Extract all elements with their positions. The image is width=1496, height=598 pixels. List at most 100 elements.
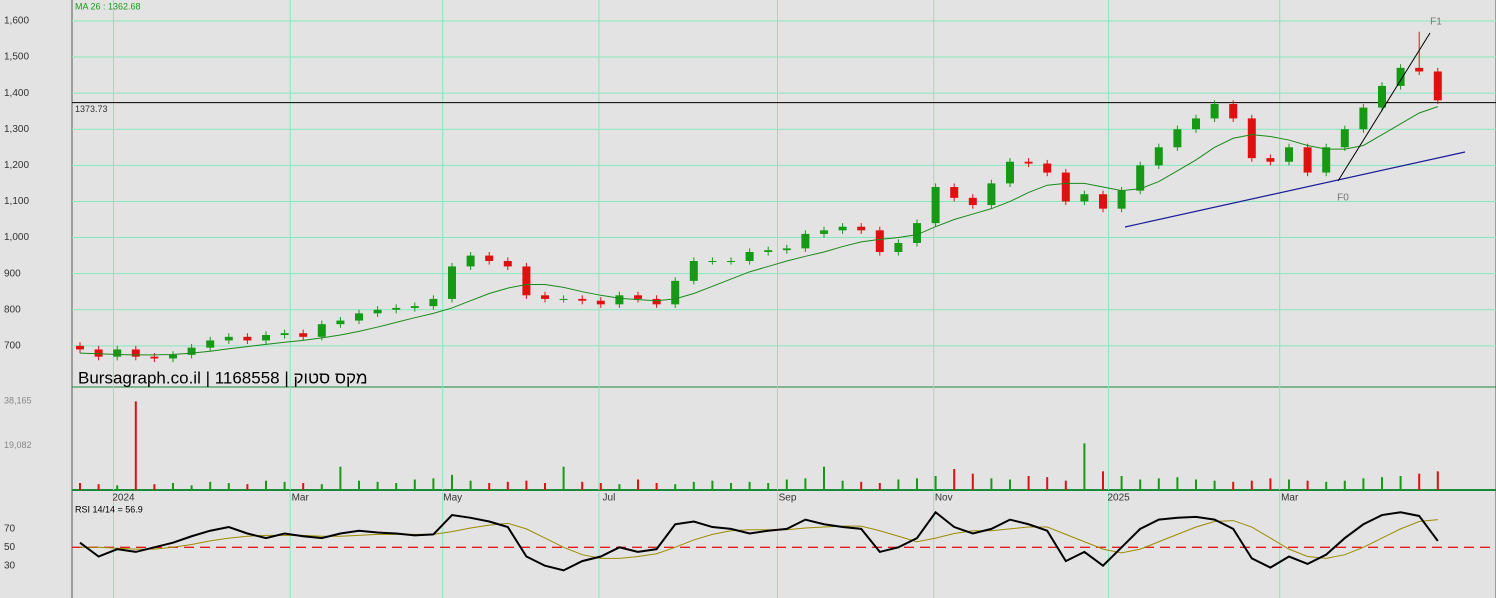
y-tick-label: 70	[4, 524, 16, 535]
candle-body	[1247, 118, 1256, 159]
candle-body	[1433, 71, 1442, 101]
volume-bar	[971, 473, 974, 490]
candle-body	[578, 298, 587, 301]
candle-body	[1210, 103, 1219, 119]
volume-bar	[878, 483, 881, 490]
y-tick-label: 1,500	[4, 52, 29, 63]
candle-body	[541, 295, 549, 299]
volume-bar	[1362, 478, 1365, 490]
volume-bar	[116, 485, 119, 490]
candle-body	[466, 255, 475, 267]
volume-bar	[153, 484, 156, 490]
volume-bar	[227, 483, 230, 490]
candle-body	[1340, 129, 1349, 148]
y-tick-label: 1,600	[4, 16, 29, 27]
candle-body	[150, 356, 159, 359]
candle-body	[206, 340, 215, 348]
candle-body	[1173, 129, 1182, 148]
candle-body	[894, 242, 903, 252]
candle-body	[634, 295, 642, 299]
candle-body	[838, 226, 847, 231]
candle-body	[336, 320, 345, 325]
volume-bar	[637, 479, 639, 490]
volume-bar	[1325, 481, 1328, 490]
volume-bar	[1064, 480, 1067, 490]
candle-body	[1396, 67, 1405, 86]
candle-body	[429, 298, 438, 307]
volume-bar	[469, 480, 472, 490]
x-tick-label: Mar	[292, 493, 310, 504]
volume-bar	[599, 483, 602, 490]
candle-body	[1117, 190, 1126, 209]
candle-body	[503, 261, 512, 267]
volume-bar	[1102, 471, 1104, 490]
candle-body	[727, 261, 735, 263]
x-tick-label: 2025	[1107, 493, 1130, 504]
candle-body	[243, 336, 252, 341]
volume-bar	[1399, 476, 1402, 490]
volume-bar	[376, 481, 379, 490]
candle-body	[1136, 165, 1145, 191]
candle-body	[392, 307, 401, 310]
x-tick-label: May	[443, 493, 462, 504]
volume-bar	[339, 466, 342, 490]
volume-bar	[767, 483, 770, 490]
volume-bar	[804, 478, 807, 490]
volume-bar	[860, 481, 863, 490]
volume-bar	[785, 479, 788, 490]
volume-bar	[1157, 478, 1160, 490]
candle-body	[1359, 107, 1368, 130]
candle-body	[596, 300, 605, 305]
volume-bar	[562, 466, 565, 490]
trend-line	[1124, 151, 1466, 228]
candle-body	[76, 345, 84, 350]
candle-body	[708, 261, 717, 263]
x-tick-label: Sep	[779, 493, 797, 504]
volume-bar	[283, 481, 286, 490]
volume-bar	[265, 480, 267, 490]
volume-bar	[190, 485, 193, 490]
annotation: F0	[1337, 193, 1349, 204]
candle-body	[559, 298, 568, 300]
volume-bar	[1195, 479, 1197, 490]
y-tick-label: 1,100	[4, 196, 29, 207]
volume-bar	[1046, 477, 1049, 490]
candle-body	[968, 197, 977, 206]
candle-body	[299, 333, 308, 337]
rsi-line	[79, 510, 1439, 572]
volume-bar	[209, 481, 212, 490]
volume-bar	[581, 481, 584, 490]
volume-bar	[302, 483, 305, 490]
candle-body	[931, 187, 940, 224]
y-tick-label: 30	[4, 560, 16, 571]
candle-body	[875, 230, 884, 252]
candle-body	[1192, 118, 1200, 130]
volume-bar	[934, 476, 937, 490]
volume-bar	[1213, 480, 1216, 490]
volume-bar	[395, 483, 398, 490]
y-tick-label: 50	[4, 542, 16, 553]
volume-bar	[506, 481, 509, 490]
candle-body	[280, 333, 289, 336]
volume-bar	[246, 484, 249, 490]
y-tick-label: 700	[4, 340, 21, 351]
marks: 1373.73	[72, 31, 1496, 572]
volume-bar	[1343, 480, 1346, 490]
reference-label: 1373.73	[75, 104, 108, 114]
candle-body	[410, 306, 419, 308]
volume-bar	[1083, 443, 1086, 490]
candle-body	[1415, 67, 1424, 72]
volume-bar	[451, 474, 453, 490]
candle-body	[485, 255, 494, 262]
rsi-line	[80, 519, 1438, 559]
candle-body	[1266, 158, 1275, 162]
volume-bar	[358, 480, 360, 490]
y-tick-label: 38,165	[4, 395, 32, 405]
candle-body	[764, 250, 773, 252]
candle-body	[1378, 85, 1386, 108]
ma-title: MA 26 : 1362.68	[75, 1, 141, 11]
candle-body	[1285, 147, 1293, 162]
y-tick-label: 19,082	[4, 440, 32, 450]
volume-bar	[320, 484, 323, 490]
